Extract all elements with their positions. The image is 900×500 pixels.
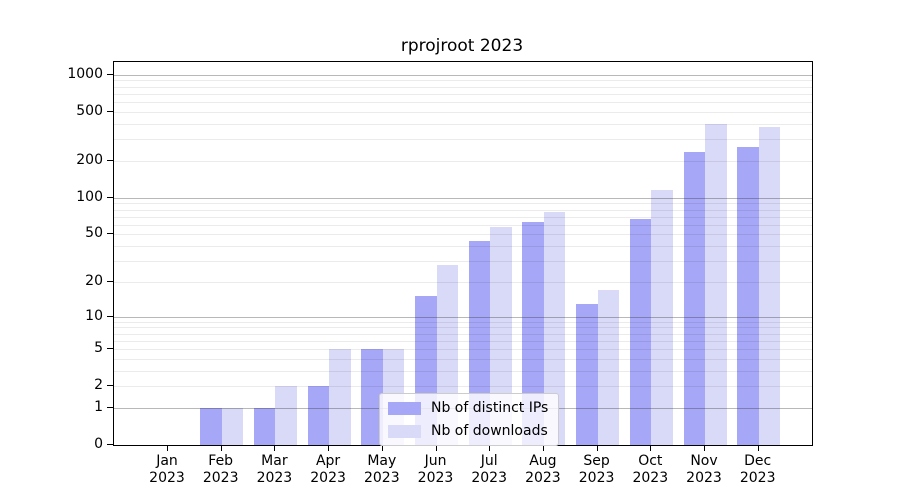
gridline-minor	[114, 93, 812, 95]
bar-downloads-mar	[275, 386, 297, 445]
x-tick-mark	[328, 445, 330, 451]
y-tick-mark	[107, 444, 113, 445]
x-tick-label-apr: Apr 2023	[310, 453, 346, 486]
bar-downloads-sep	[597, 290, 620, 445]
y-tick-mark	[107, 280, 113, 282]
y-tick-mark	[107, 196, 113, 198]
x-tick-label-dec: Dec 2023	[739, 453, 776, 486]
y-tick-label: 500	[76, 102, 103, 119]
bar-downloads-oct	[651, 190, 673, 445]
bar-distinct-ips-may	[361, 349, 383, 445]
bar-distinct-ips-dec	[737, 146, 759, 445]
y-tick-label: 200	[76, 151, 103, 168]
x-tick-label-feb: Feb 2023	[202, 453, 239, 486]
legend-label-distinct-ips: Nb of distinct IPs	[431, 400, 549, 416]
y-tick-label: 10	[85, 307, 103, 324]
bar-distinct-ips-oct	[629, 218, 652, 445]
x-tick-mark	[274, 445, 276, 451]
x-tick-label-jun: Jun 2023	[417, 453, 454, 486]
y-tick-label: 1	[94, 398, 103, 415]
gridline-minor	[114, 102, 812, 104]
y-tick-label: 50	[85, 225, 103, 242]
bar-distinct-ips-apr	[307, 386, 330, 445]
gridline-minor	[114, 80, 812, 82]
y-tick-label: 20	[85, 272, 103, 289]
x-tick-mark	[757, 445, 759, 451]
legend-row-distinct-ips: Nb of distinct IPs	[388, 400, 548, 416]
bar-distinct-ips-mar	[253, 407, 276, 445]
bar-downloads-jul	[490, 226, 512, 445]
x-tick-label-mar: Mar 2023	[256, 453, 293, 486]
x-tick-mark	[167, 445, 168, 451]
x-tick-mark	[489, 445, 491, 451]
gridline-minor	[114, 86, 812, 88]
x-tick-label-may: May 2023	[363, 453, 400, 486]
bar-downloads-nov	[705, 124, 727, 445]
gridline-minor	[114, 111, 812, 113]
y-tick-mark	[107, 315, 113, 317]
x-tick-label-oct: Oct 2023	[632, 453, 669, 486]
x-tick-mark	[704, 445, 705, 451]
x-tick-label-nov: Nov 2023	[686, 453, 722, 486]
x-tick-mark	[542, 445, 544, 451]
legend-swatch-distinct-ips	[388, 401, 421, 415]
bar-downloads-dec	[758, 126, 781, 445]
x-tick-label-aug: Aug 2023	[525, 453, 561, 486]
x-tick-label-sep: Sep 2023	[578, 453, 615, 486]
chart-title: rprojroot 2023	[400, 36, 524, 56]
y-tick-mark	[107, 385, 113, 387]
legend-row-downloads: Nb of downloads	[388, 423, 548, 439]
x-tick-mark	[381, 445, 383, 451]
x-tick-mark	[220, 445, 222, 451]
y-tick-mark	[107, 110, 113, 112]
legend-label-downloads: Nb of downloads	[431, 423, 548, 439]
y-tick-label: 1000	[67, 65, 103, 82]
y-tick-label: 5	[94, 340, 103, 356]
bar-distinct-ips-feb	[200, 407, 222, 445]
y-tick-label: 2	[94, 377, 103, 394]
x-tick-label-jan: Jan 2023	[149, 453, 185, 486]
bar-distinct-ips-sep	[576, 303, 598, 445]
x-tick-label-jul: Jul 2023	[471, 453, 507, 486]
plot-area: Nb of distinct IPs Nb of downloads	[113, 61, 813, 446]
bar-downloads-feb	[221, 407, 244, 445]
x-tick-mark	[435, 445, 437, 451]
bar-downloads-aug	[543, 211, 566, 445]
y-tick-label: 100	[76, 188, 103, 205]
y-tick-mark	[107, 73, 113, 75]
y-tick-mark	[107, 233, 113, 235]
legend: Nb of distinct IPs Nb of downloads	[379, 393, 560, 446]
y-tick-mark	[107, 406, 113, 408]
gridline-major	[114, 74, 812, 76]
legend-swatch-downloads	[388, 424, 421, 438]
y-tick-mark	[107, 348, 113, 349]
bar-distinct-ips-aug	[522, 222, 544, 445]
y-tick-mark	[107, 159, 113, 161]
bar-distinct-ips-nov	[683, 151, 705, 445]
x-tick-mark	[596, 445, 598, 451]
x-tick-mark	[650, 445, 652, 451]
y-tick-label: 0	[94, 436, 103, 452]
bar-downloads-apr	[329, 349, 351, 445]
